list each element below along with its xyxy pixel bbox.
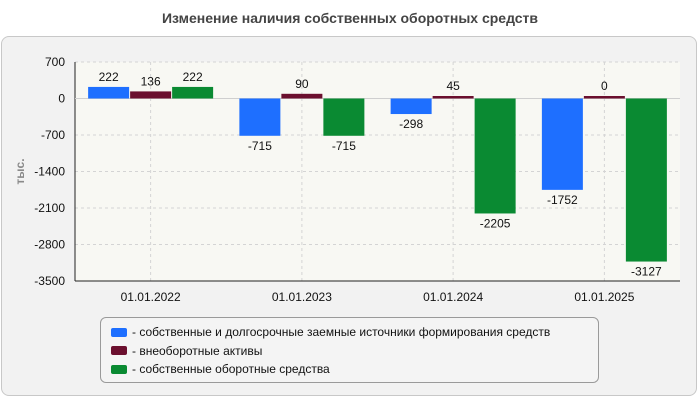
bar [172,86,214,99]
data-label: 136 [141,74,161,88]
data-label: 222 [183,70,203,84]
bar [281,93,323,99]
bar [541,98,583,190]
data-label: -298 [399,117,423,131]
y-tick-label: -2800 [34,238,65,252]
bar [88,86,130,99]
data-label: 222 [99,70,119,84]
bar [130,91,172,99]
data-label: -2205 [480,216,511,230]
y-tick-label: 0 [58,92,65,106]
bar [390,98,432,115]
data-label: -1752 [547,193,578,207]
legend-label: - внеоборотные активы [132,343,263,358]
y-tick-label: -1400 [34,165,65,179]
data-label: 45 [446,79,460,93]
x-tick-label: 01.01.2024 [423,290,483,304]
legend-swatch [111,327,127,337]
x-tick-label: 01.01.2023 [272,290,332,304]
y-tick-label: -700 [41,128,65,142]
data-label: -715 [332,139,356,153]
legend-swatch [111,346,127,356]
data-label: 0 [601,79,608,93]
legend-label: - собственные оборотные средства [132,362,330,377]
chart-title: Изменение наличия собственных оборотных … [161,10,539,26]
bar [323,98,365,136]
legend-label: - собственные и долгосрочные заемные ист… [132,325,551,340]
bar [432,96,474,99]
legend-item-sources: - собственные и долгосрочные заемные ист… [111,323,598,342]
data-label: -715 [248,139,272,153]
x-tick-label: 01.01.2025 [574,290,634,304]
data-label: -3127 [631,265,662,279]
legend-item-noncurrent-assets: - внеоборотные активы [111,342,598,361]
bar [239,98,281,136]
bar [583,96,625,99]
legend-item-working-capital: - собственные оборотные средства [111,360,598,379]
x-tick-label: 01.01.2022 [121,290,181,304]
legend-swatch [111,364,127,374]
chart-legend: - собственные и долгосрочные заемные ист… [100,317,599,383]
data-label: 90 [295,77,309,91]
y-tick-label: -3500 [34,274,65,288]
y-tick-label: 700 [45,55,65,69]
bar [474,98,516,214]
y-axis-label: тыс. [13,158,27,184]
bar [625,98,667,262]
y-tick-label: -2100 [34,201,65,215]
